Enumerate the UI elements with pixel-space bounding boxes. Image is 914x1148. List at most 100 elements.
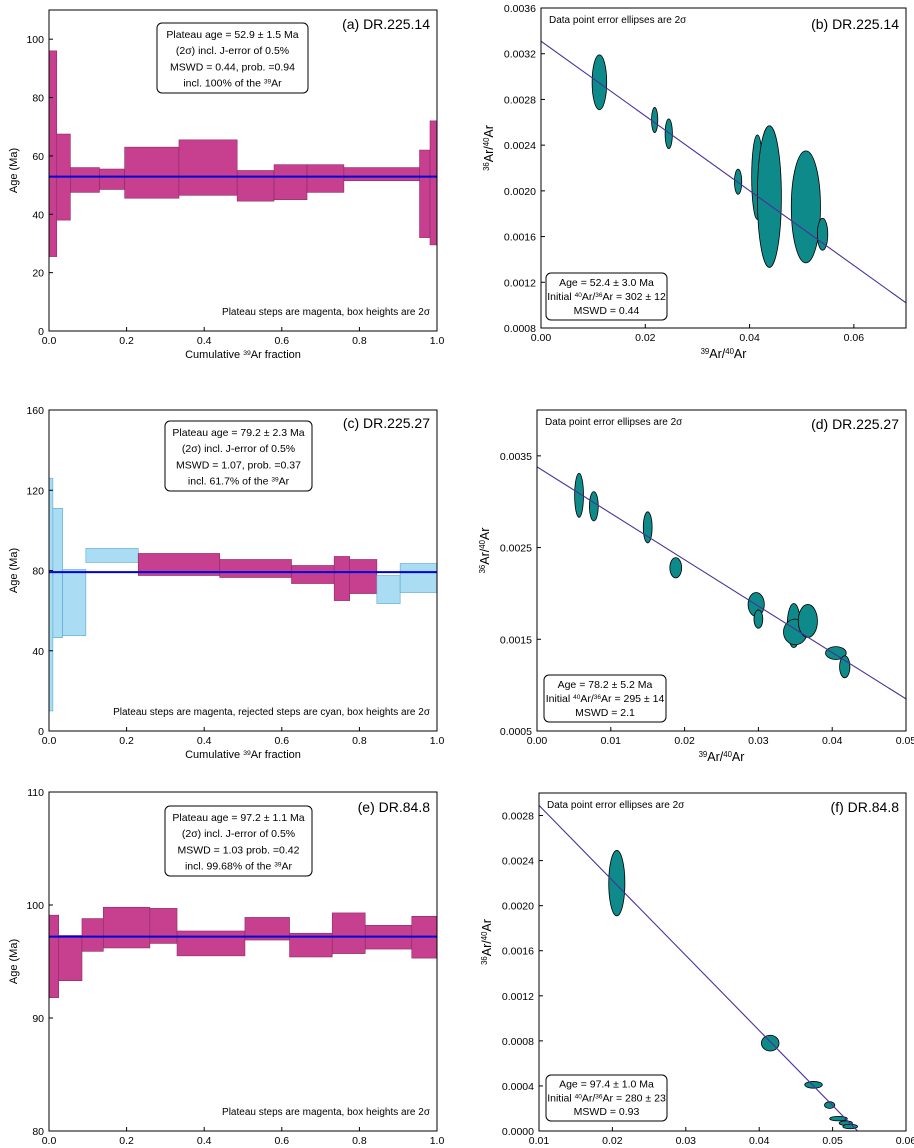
error-ellipse bbox=[651, 107, 659, 133]
result-line: Age = 78.2 ± 5.2 Ma bbox=[558, 679, 653, 691]
x-tick-label: 0.03 bbox=[748, 735, 769, 747]
age-step-plateau bbox=[178, 139, 238, 196]
y-tick-label: 0.0028 bbox=[504, 94, 536, 106]
result-line: incl. 100% of the 39Ar bbox=[183, 77, 282, 89]
x-tick-label: 1.0 bbox=[430, 1135, 445, 1147]
age-step-rejected bbox=[85, 548, 139, 563]
error-ellipse bbox=[608, 850, 626, 917]
y-tick-label: 160 bbox=[26, 405, 44, 417]
age-step-plateau bbox=[58, 935, 83, 982]
y-axis-label: 36Ar/40Ar bbox=[480, 919, 495, 965]
error-ellipse bbox=[664, 118, 673, 149]
x-axis-label: 39Ar/40Ar bbox=[699, 750, 745, 765]
result-box bbox=[156, 22, 309, 94]
result-line: (2σ) incl. J-error of 0.5% bbox=[182, 443, 295, 455]
y-tick-label: 90 bbox=[32, 1013, 44, 1025]
y-tick-label: 0.0008 bbox=[502, 1036, 534, 1048]
x-tick-label: 0.02 bbox=[602, 1135, 623, 1147]
x-axis-label: Cumulative 39Ar fraction bbox=[185, 749, 301, 761]
plot-frame bbox=[48, 791, 438, 1132]
age-step-plateau bbox=[331, 912, 366, 954]
error-ellipse bbox=[761, 1034, 780, 1052]
result-box bbox=[545, 1074, 668, 1122]
result-line: Plateau age = 97.2 ± 1.1 Ma bbox=[172, 812, 304, 824]
age-step-plateau bbox=[343, 167, 420, 182]
result-line: Initial 40Ar/36Ar = 302 ± 12 bbox=[547, 291, 666, 303]
x-tick-label: 0.03 bbox=[676, 1135, 697, 1147]
y-tick-label: 20 bbox=[32, 268, 44, 280]
panel-title: (e) DR.84.8 bbox=[358, 799, 431, 815]
y-tick-label: 0.0012 bbox=[504, 277, 536, 289]
result-line: incl. 61.7% of the 39Ar bbox=[188, 475, 290, 487]
result-line: MSWD = 1.07, prob. =0.37 bbox=[176, 459, 301, 471]
error-ellipse bbox=[829, 1115, 848, 1122]
y-tick-label: 40 bbox=[32, 646, 44, 658]
y-tick-label: 0.0032 bbox=[504, 49, 536, 61]
error-ellipse bbox=[756, 125, 782, 268]
y-tick-label: 0.0004 bbox=[502, 1081, 534, 1093]
panel-e: 0.00.20.40.60.81.08090100110Cumulative 3… bbox=[8, 787, 445, 1147]
plot-frame bbox=[538, 792, 907, 1132]
result-line: MSWD = 0.44, prob. =0.94 bbox=[170, 61, 295, 73]
result-line: Initial 40Ar/36Ar = 280 ± 23 bbox=[547, 1092, 666, 1104]
age-step-plateau bbox=[429, 120, 438, 246]
age-step-plateau bbox=[236, 170, 275, 202]
panel-b: 0.00 0.02 0.04 0.06 0.0008 0.0012 0.0016 0.0020… bbox=[482, 3, 907, 361]
age-step-plateau bbox=[176, 930, 246, 957]
panel-title: (b) DR.225.14 bbox=[811, 16, 899, 32]
error-ellipse bbox=[790, 150, 821, 264]
y-tick-label: 0.0016 bbox=[504, 232, 536, 244]
x-tick-label: 0.4 bbox=[197, 735, 212, 747]
y-tick-label: 40 bbox=[32, 209, 44, 221]
y-tick-label: 0.0008 bbox=[504, 323, 536, 335]
age-step-rejected bbox=[376, 575, 401, 604]
result-line: Plateau age = 79.2 ± 2.3 Ma bbox=[172, 427, 304, 439]
plot-frame bbox=[536, 409, 907, 732]
panel-title: (c) DR.225.27 bbox=[343, 415, 430, 431]
y-tick-label: 100 bbox=[26, 900, 44, 912]
x-tick-label: 0.8 bbox=[352, 1135, 367, 1147]
result-line: MSWD = 1.03 prob. =0.42 bbox=[178, 844, 300, 856]
x-tick-label: 0.8 bbox=[352, 735, 367, 747]
x-tick-label: 0.4 bbox=[197, 1135, 212, 1147]
y-tick-label: 110 bbox=[27, 787, 44, 799]
y-tick-label: 80 bbox=[32, 566, 44, 578]
y-tick-label: 0.0016 bbox=[502, 946, 534, 958]
error-ellipse bbox=[669, 557, 683, 579]
y-tick-label: 0.0025 bbox=[500, 543, 532, 555]
panel-a: 0.0 0.2 0.4 0.6 0.8 1.0 0 20 40 60 80 100 Cumulative… bbox=[8, 9, 444, 361]
y-axis-label: 36Ar/40Ar bbox=[478, 528, 493, 574]
y-tick-label: 80 bbox=[32, 1126, 44, 1138]
y-tick-label: 0.0020 bbox=[502, 901, 534, 913]
error-ellipse bbox=[588, 491, 599, 522]
x-tick-label: 0.6 bbox=[274, 735, 289, 747]
ellipse-note: Data point error ellipses are 2σ bbox=[547, 800, 685, 811]
x-tick-label: 0.2 bbox=[119, 1135, 134, 1147]
y-tick-label: 0 bbox=[38, 726, 44, 738]
x-tick-label: 0.6 bbox=[274, 1135, 289, 1147]
error-ellipse bbox=[753, 609, 764, 629]
isochron-fit-line bbox=[539, 805, 858, 1131]
ellipse-note: Data point error ellipses are 2σ bbox=[549, 15, 687, 26]
error-ellipse bbox=[825, 646, 847, 660]
x-tick-label: 0.01 bbox=[529, 1135, 550, 1147]
y-axis-label: Age (Ma) bbox=[8, 548, 20, 593]
error-ellipse bbox=[734, 168, 743, 195]
error-ellipse bbox=[591, 54, 608, 111]
y-tick-label: 120 bbox=[26, 485, 44, 497]
error-ellipse bbox=[574, 472, 584, 518]
result-line: (2σ) incl. J-error of 0.5% bbox=[176, 45, 289, 57]
result-line: (2σ) incl. J-error of 0.5% bbox=[182, 828, 295, 840]
y-axis-label: Age (Ma) bbox=[8, 148, 20, 193]
x-tick-label: 0.0 bbox=[42, 735, 57, 747]
x-tick-label: 0.06 bbox=[896, 1135, 914, 1147]
panel-title: (d) DR.225.27 bbox=[811, 416, 899, 432]
panel-d: 0.00 0.01 0.02 0.03 0.04 0.05 0.0005 0.0015 0.00… bbox=[478, 409, 914, 765]
y-tick-label: 0.0036 bbox=[504, 3, 536, 15]
x-tick-label: 0.00 bbox=[531, 332, 552, 344]
panel-title: (f) DR.84.8 bbox=[831, 799, 900, 815]
x-tick-label: 0.04 bbox=[739, 332, 760, 344]
age-step-plateau bbox=[70, 167, 100, 193]
x-tick-label: 0.2 bbox=[119, 735, 134, 747]
result-line: MSWD = 0.44 bbox=[574, 305, 640, 317]
